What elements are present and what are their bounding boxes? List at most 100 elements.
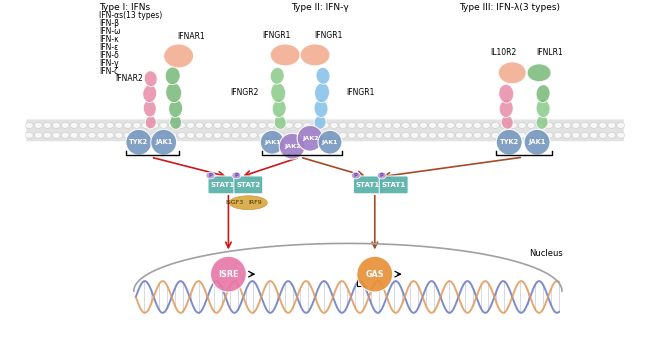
Text: P: P bbox=[235, 173, 239, 178]
FancyBboxPatch shape bbox=[208, 176, 237, 194]
Ellipse shape bbox=[518, 122, 526, 128]
Ellipse shape bbox=[160, 122, 168, 128]
Ellipse shape bbox=[315, 83, 330, 103]
Text: IFNGR2: IFNGR2 bbox=[230, 88, 258, 97]
Ellipse shape bbox=[70, 122, 78, 128]
Ellipse shape bbox=[276, 122, 284, 128]
Ellipse shape bbox=[314, 100, 328, 117]
Ellipse shape bbox=[229, 196, 267, 210]
Text: Type III: IFN-λ(3 types): Type III: IFN-λ(3 types) bbox=[459, 3, 560, 12]
Ellipse shape bbox=[79, 132, 87, 138]
Ellipse shape bbox=[590, 122, 598, 128]
Ellipse shape bbox=[536, 122, 544, 128]
Text: IFN-ζ: IFN-ζ bbox=[99, 67, 118, 76]
Ellipse shape bbox=[384, 122, 392, 128]
Ellipse shape bbox=[314, 116, 326, 129]
Text: JAK1: JAK1 bbox=[322, 140, 338, 145]
Ellipse shape bbox=[312, 132, 320, 138]
Ellipse shape bbox=[509, 132, 517, 138]
Ellipse shape bbox=[143, 100, 156, 117]
Ellipse shape bbox=[339, 132, 347, 138]
Ellipse shape bbox=[303, 132, 311, 138]
Text: IFNGR1: IFNGR1 bbox=[262, 31, 291, 40]
Ellipse shape bbox=[581, 122, 589, 128]
Ellipse shape bbox=[437, 122, 445, 128]
Ellipse shape bbox=[608, 122, 616, 128]
Ellipse shape bbox=[61, 132, 69, 138]
Ellipse shape bbox=[258, 122, 266, 128]
Ellipse shape bbox=[473, 132, 482, 138]
Ellipse shape bbox=[177, 122, 186, 128]
Text: P: P bbox=[209, 173, 213, 178]
Ellipse shape bbox=[206, 172, 215, 179]
Ellipse shape bbox=[393, 122, 400, 128]
Ellipse shape bbox=[88, 122, 96, 128]
Ellipse shape bbox=[316, 67, 330, 84]
Text: Type II: IFN-γ: Type II: IFN-γ bbox=[291, 3, 349, 12]
Ellipse shape bbox=[151, 129, 177, 155]
Ellipse shape bbox=[205, 122, 213, 128]
Text: STAT1: STAT1 bbox=[356, 182, 380, 188]
Ellipse shape bbox=[482, 132, 490, 138]
Ellipse shape bbox=[527, 64, 551, 82]
Ellipse shape bbox=[274, 116, 286, 129]
Ellipse shape bbox=[545, 122, 553, 128]
Ellipse shape bbox=[25, 122, 33, 128]
Ellipse shape bbox=[536, 85, 550, 103]
Ellipse shape bbox=[270, 44, 300, 66]
Text: IFN-β: IFN-β bbox=[99, 19, 119, 28]
Ellipse shape bbox=[168, 122, 177, 128]
Ellipse shape bbox=[34, 122, 42, 128]
Ellipse shape bbox=[536, 116, 548, 129]
Ellipse shape bbox=[491, 132, 499, 138]
Ellipse shape bbox=[420, 132, 428, 138]
Text: IFNAR1: IFNAR1 bbox=[177, 32, 205, 41]
Text: JAK1: JAK1 bbox=[528, 139, 546, 145]
Text: IL10R2: IL10R2 bbox=[490, 48, 516, 57]
Ellipse shape bbox=[272, 100, 286, 117]
Ellipse shape bbox=[97, 122, 105, 128]
Ellipse shape bbox=[250, 122, 257, 128]
Ellipse shape bbox=[563, 122, 571, 128]
Text: JAK2: JAK2 bbox=[284, 144, 300, 149]
Ellipse shape bbox=[303, 122, 311, 128]
Ellipse shape bbox=[267, 132, 275, 138]
Ellipse shape bbox=[294, 122, 302, 128]
Text: ISGF3: ISGF3 bbox=[226, 200, 244, 205]
Ellipse shape bbox=[240, 132, 248, 138]
Ellipse shape bbox=[164, 44, 194, 68]
Ellipse shape bbox=[411, 132, 419, 138]
Ellipse shape bbox=[527, 132, 535, 138]
Ellipse shape bbox=[151, 122, 159, 128]
Ellipse shape bbox=[599, 122, 607, 128]
Ellipse shape bbox=[545, 132, 553, 138]
Ellipse shape bbox=[617, 122, 625, 128]
Ellipse shape bbox=[165, 67, 180, 85]
Ellipse shape bbox=[187, 122, 194, 128]
Ellipse shape bbox=[166, 83, 181, 103]
Text: Nucleus: Nucleus bbox=[529, 249, 563, 258]
Ellipse shape bbox=[106, 132, 114, 138]
Ellipse shape bbox=[52, 122, 60, 128]
Ellipse shape bbox=[428, 122, 437, 128]
Ellipse shape bbox=[590, 132, 598, 138]
Ellipse shape bbox=[420, 122, 428, 128]
Ellipse shape bbox=[168, 100, 183, 117]
Ellipse shape bbox=[402, 132, 410, 138]
Ellipse shape bbox=[428, 132, 437, 138]
Ellipse shape bbox=[491, 122, 499, 128]
Ellipse shape bbox=[115, 132, 123, 138]
Text: GAS: GAS bbox=[365, 270, 384, 279]
Text: P: P bbox=[354, 173, 358, 178]
Text: STAT1: STAT1 bbox=[211, 182, 235, 188]
Text: STAT1: STAT1 bbox=[382, 182, 406, 188]
Ellipse shape bbox=[496, 129, 522, 155]
Ellipse shape bbox=[270, 67, 284, 84]
Ellipse shape bbox=[196, 122, 203, 128]
Ellipse shape bbox=[357, 122, 365, 128]
Ellipse shape bbox=[366, 122, 374, 128]
Ellipse shape bbox=[124, 122, 132, 128]
Text: TYK2: TYK2 bbox=[500, 139, 519, 145]
Ellipse shape bbox=[124, 132, 132, 138]
Ellipse shape bbox=[411, 122, 419, 128]
